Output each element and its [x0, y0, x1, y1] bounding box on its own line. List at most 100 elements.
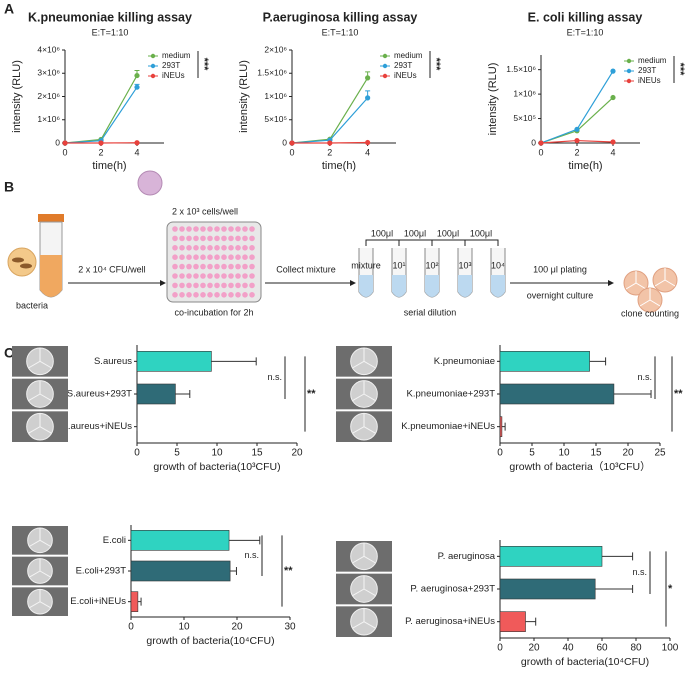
well	[228, 273, 234, 279]
dish-divider	[352, 608, 376, 629]
category-label: P. aeruginosa+iNEUs	[405, 616, 495, 627]
error-bar	[595, 585, 634, 593]
plate-divider	[654, 268, 676, 287]
point	[134, 72, 140, 79]
x-tick-label: 30	[284, 622, 296, 633]
error-bar	[589, 357, 607, 366]
well	[207, 282, 213, 289]
culture-plates	[623, 267, 678, 313]
well	[228, 226, 234, 232]
x-tick-label: 10	[178, 622, 190, 633]
well	[221, 292, 227, 298]
diagram-label: overnight culture	[527, 290, 594, 300]
category-label: E.coli	[103, 535, 126, 546]
x-axis-label: time(h)	[568, 160, 602, 172]
well	[235, 292, 241, 298]
well	[179, 235, 185, 242]
well	[179, 226, 185, 232]
dilution-tubes: mixture 100μl 10¹ 100μl 10² 100μl 10³ 100μl 10⁴	[351, 228, 506, 298]
point	[574, 126, 580, 132]
well	[249, 245, 255, 251]
bar	[130, 530, 230, 551]
tube-label: mixture	[351, 260, 381, 270]
tube-liquid	[458, 275, 472, 297]
well	[214, 245, 220, 251]
well	[172, 254, 178, 260]
point	[610, 139, 616, 145]
dish-divider	[28, 380, 52, 402]
well	[200, 282, 206, 289]
well	[172, 245, 178, 251]
well	[242, 226, 248, 232]
well	[207, 273, 213, 279]
significance: *	[668, 583, 673, 595]
arrowhead	[160, 280, 166, 286]
category-label: P. aeruginosa+293T	[410, 584, 495, 595]
diagram-label: bacteria	[16, 300, 48, 310]
point	[62, 140, 68, 146]
point	[365, 139, 371, 146]
well	[200, 273, 206, 279]
error-bar	[211, 357, 257, 366]
error-bar	[602, 552, 634, 561]
transfer-label: 100μl	[437, 228, 459, 238]
well	[221, 254, 227, 260]
x-axis-label: growth of bacteria(10³CFU)	[153, 461, 280, 473]
transfer-label: 100μl	[470, 228, 492, 238]
point	[610, 68, 616, 74]
x-tick-label: 80	[630, 643, 642, 654]
well	[200, 226, 206, 232]
diagram-label: 2 x 10⁴ CFU/well	[78, 264, 145, 274]
point	[134, 140, 140, 146]
x-tick-label: 4	[610, 147, 615, 157]
tube-liquid	[425, 275, 439, 297]
y-axis-label: intensity (RLU)	[238, 60, 250, 133]
workflow-diagram: bacteria 2 x 10⁴ CFU/well 2 x 10³ cells/…	[7, 170, 679, 318]
error-bar	[501, 422, 506, 431]
legend-marker	[382, 73, 388, 79]
well	[186, 282, 192, 289]
bacterium	[20, 263, 32, 269]
x-tick-label: 15	[251, 448, 263, 459]
well	[221, 245, 227, 251]
error-bar	[525, 617, 537, 626]
bar	[499, 383, 615, 405]
significance: n.s.	[637, 372, 652, 382]
well	[235, 273, 241, 279]
well	[228, 282, 234, 289]
dish-divider	[352, 380, 376, 402]
well	[207, 226, 213, 232]
well	[179, 273, 185, 279]
panel-label: A	[4, 1, 14, 17]
well	[214, 263, 220, 270]
x-tick-label: 2	[574, 147, 579, 157]
error-bar	[175, 390, 191, 398]
tube-cap	[38, 214, 64, 222]
well	[186, 226, 192, 232]
y-tick-label: 3×10⁶	[37, 68, 60, 78]
well	[179, 292, 185, 298]
point	[134, 84, 140, 90]
well	[186, 273, 192, 279]
legend-label: iNEUs	[162, 71, 185, 80]
tube-label: 10⁴	[491, 260, 505, 270]
x-axis-label: growth of bacteria（10³CFU）	[509, 461, 650, 473]
category-label: E.coli+293T	[76, 566, 127, 577]
significance: n.s.	[632, 567, 647, 577]
cells-icon	[137, 170, 163, 196]
well	[214, 226, 220, 232]
well	[242, 254, 248, 260]
diagram-label: co-incubation for 2h	[174, 307, 253, 317]
well	[179, 263, 185, 270]
x-axis-label: growth of bacteria(10⁴CFU)	[521, 656, 649, 668]
chart-title: K.pneumoniae killing assay	[28, 10, 192, 24]
legend-marker	[626, 68, 632, 74]
tube-label: 10³	[458, 260, 471, 270]
significance: **	[674, 388, 683, 400]
legend-marker	[382, 53, 388, 59]
legend-label: medium	[638, 56, 667, 65]
x-axis-label: time(h)	[92, 160, 126, 172]
well	[249, 273, 255, 279]
well	[214, 235, 220, 242]
